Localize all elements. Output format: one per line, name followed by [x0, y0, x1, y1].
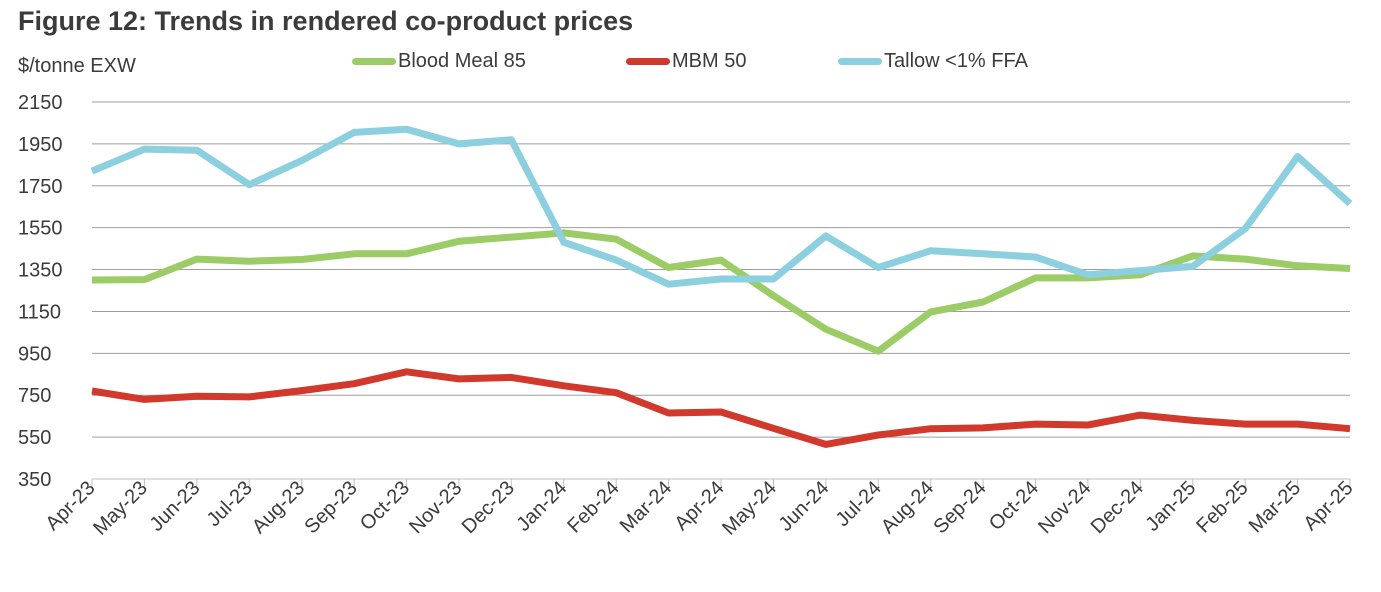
x-tick-label: Jan-25 [1141, 477, 1200, 536]
legend-swatch-blood-meal [352, 58, 396, 65]
x-tick-label: Sep-23 [300, 477, 361, 538]
legend-item-mbm: MBM 50 [626, 50, 746, 73]
legend-label-blood-meal: Blood Meal 85 [398, 50, 526, 72]
y-tick-label: 1150 [18, 301, 61, 323]
x-tick-label: Mar-24 [616, 477, 676, 537]
legend-item-blood-meal: Blood Meal 85 [352, 50, 526, 73]
y-tick-label: 750 [18, 385, 51, 407]
x-tick-label: Jun-24 [775, 477, 834, 536]
chart-title: Figure 12: Trends in rendered co-product… [18, 6, 634, 36]
x-tick-label: Aug-24 [877, 477, 938, 538]
x-tick-label: Dec-24 [1087, 477, 1148, 538]
x-tick-label: Dec-23 [458, 477, 519, 538]
legend-label-tallow: Tallow <1% FFA [884, 50, 1028, 72]
x-tick-label: Mar-25 [1245, 477, 1305, 537]
series-line-blood-meal [91, 229, 1351, 355]
y-tick-label: 1950 [18, 134, 63, 156]
x-tick-label: Sep-24 [929, 477, 990, 538]
x-tick-label: Oct-24 [985, 477, 1043, 535]
x-tick-label: Oct-23 [356, 477, 414, 535]
legend-swatch-tallow [838, 58, 882, 65]
x-tick-label: Nov-23 [405, 477, 466, 538]
y-axis-label: $/tonne EXW [18, 55, 136, 77]
y-tick-label: 1350 [18, 260, 63, 282]
series-line-tallow [90, 125, 1353, 288]
legend-item-tallow: Tallow <1% FFA [838, 50, 1028, 73]
x-tick-label: Feb-24 [563, 477, 623, 537]
y-tick-label: 1750 [18, 176, 63, 198]
x-tick-label: Feb-25 [1192, 477, 1252, 537]
x-tick-label: May-24 [718, 477, 781, 540]
x-tick-label: Nov-24 [1034, 477, 1095, 538]
y-tick-label: 2150 [18, 92, 63, 114]
x-tick-label: Apr-25 [1300, 477, 1358, 535]
y-tick-label: 950 [18, 343, 51, 365]
legend-swatch-mbm [626, 58, 670, 65]
x-tick-label: Jan-24 [512, 477, 571, 536]
x-tick-label: May-23 [89, 477, 152, 540]
y-tick-label: 350 [18, 469, 51, 491]
legend: Blood Meal 85 MBM 50 Tallow <1% FFA [0, 50, 1381, 80]
y-tick-label: 1550 [18, 218, 63, 240]
y-tick-label: 550 [18, 427, 51, 449]
x-tick-label: Aug-23 [248, 477, 309, 538]
series-line-mbm [91, 368, 1351, 448]
x-tick-label: Jun-23 [146, 477, 205, 536]
legend-label-mbm: MBM 50 [672, 50, 747, 72]
